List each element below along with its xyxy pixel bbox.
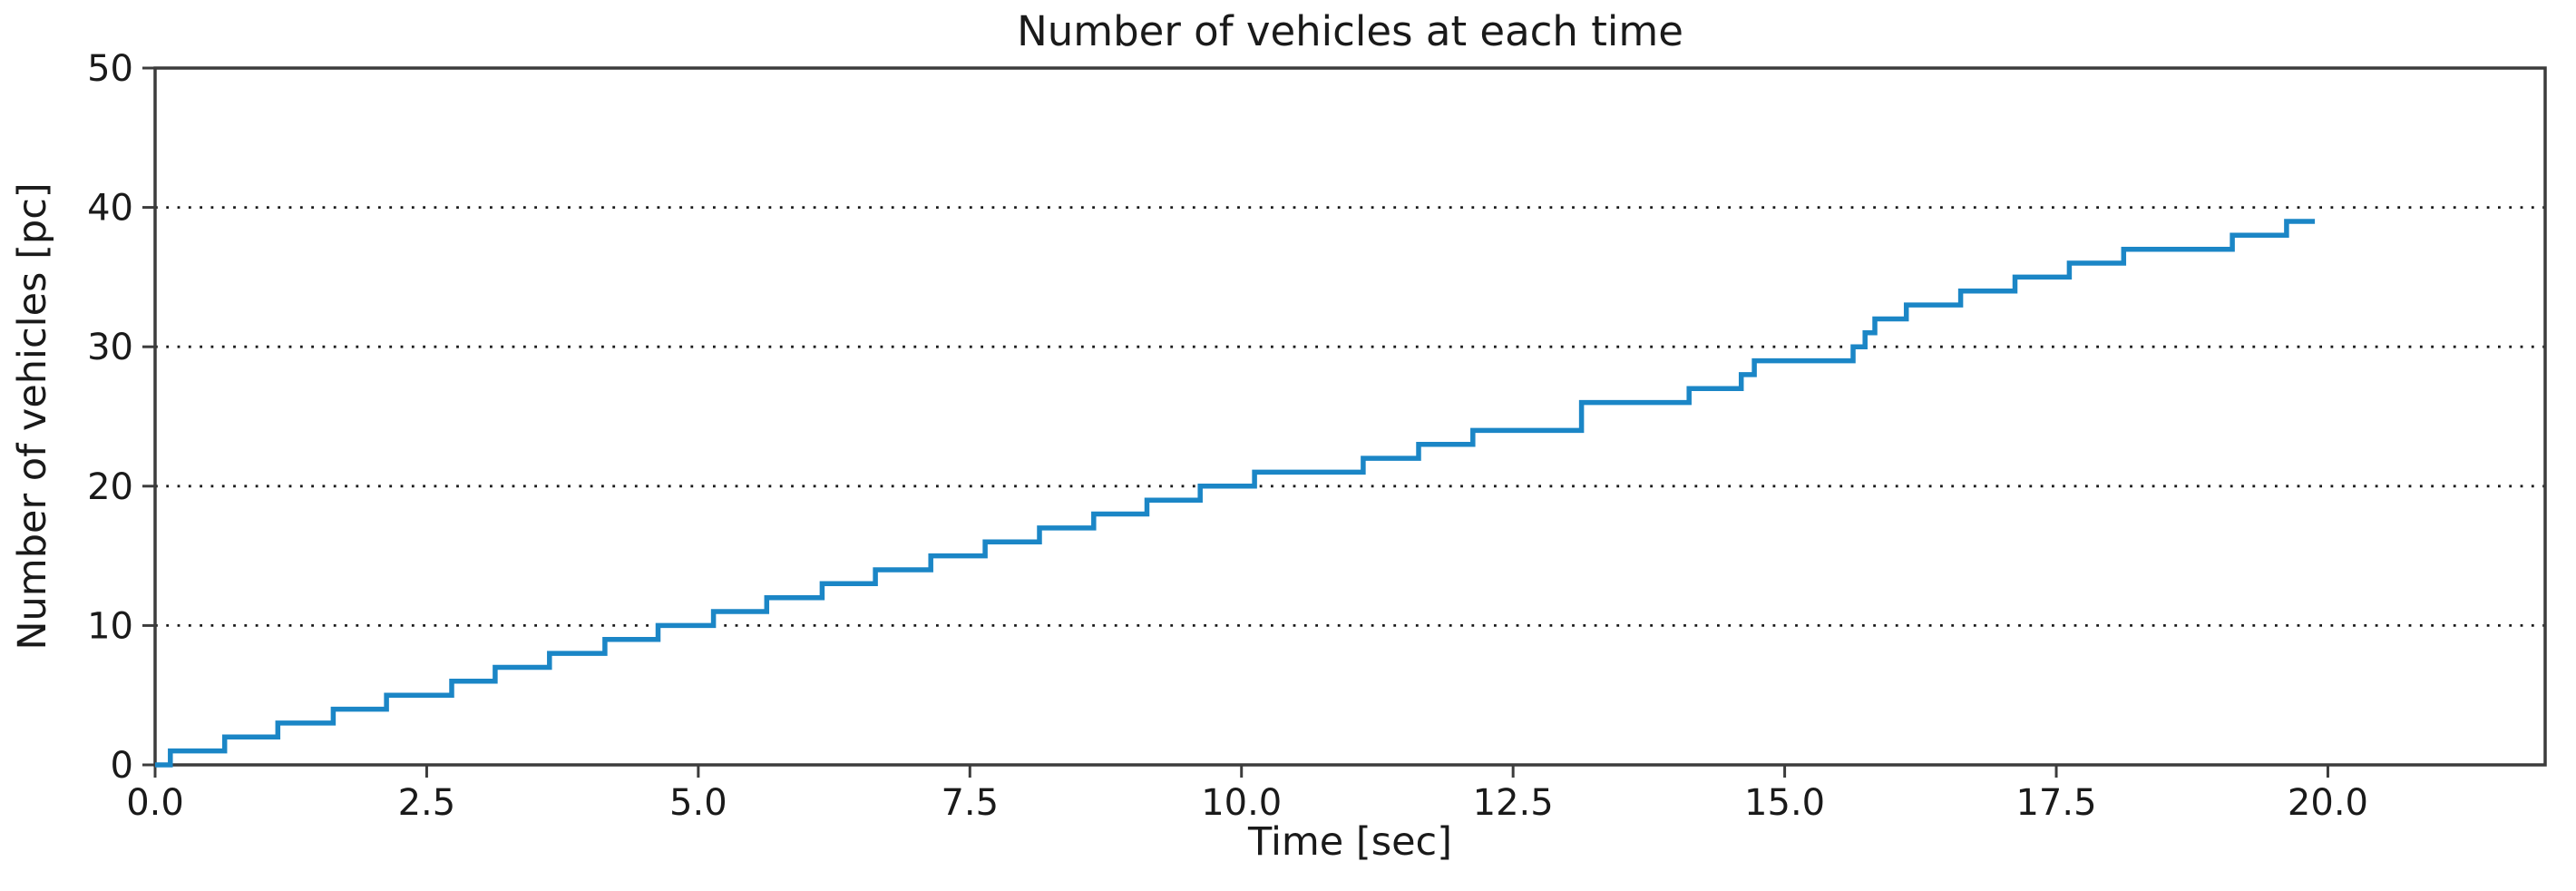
x-tick-label: 0.0 bbox=[126, 782, 184, 824]
axes-box bbox=[153, 66, 2547, 767]
y-axis-label: Number of vehicles [pc] bbox=[10, 182, 55, 651]
x-tick-label: 17.5 bbox=[2015, 782, 2096, 824]
x-tick-label: 5.0 bbox=[669, 782, 727, 824]
x-axis-label: Time [sec] bbox=[1248, 819, 1452, 865]
step-line-vehicle-count bbox=[155, 219, 2316, 768]
x-tick-label: 7.5 bbox=[941, 782, 999, 824]
y-tick-label: 20 bbox=[87, 466, 133, 508]
x-tick-label: 12.5 bbox=[1473, 782, 1554, 824]
x-tick-label: 2.5 bbox=[398, 782, 456, 824]
x-tick-label: 20.0 bbox=[2288, 782, 2368, 824]
chart-title: Number of vehicles at each time bbox=[1017, 7, 1683, 55]
y-tick-label: 0 bbox=[111, 745, 133, 787]
y-tick-label: 40 bbox=[87, 188, 133, 230]
y-tick-label: 50 bbox=[87, 48, 133, 90]
x-tick-label: 10.0 bbox=[1201, 782, 1282, 824]
y-tick-label: 30 bbox=[87, 327, 133, 368]
y-tick-label: 10 bbox=[87, 605, 133, 647]
x-tick-label: 15.0 bbox=[1744, 782, 1825, 824]
